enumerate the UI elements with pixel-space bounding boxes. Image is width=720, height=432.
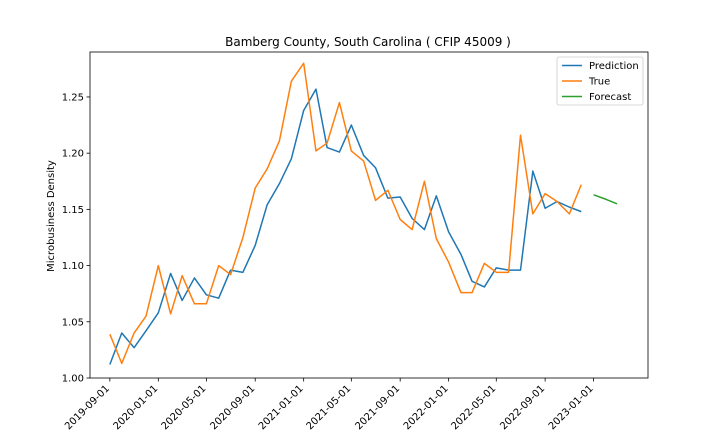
y-axis: 1.00 1.05 1.10 1.15 1.20 1.25	[62, 92, 90, 385]
series-true	[109, 62, 582, 365]
legend-label: Forecast	[589, 92, 631, 103]
legend-box	[556, 56, 644, 106]
plot-frame	[89, 51, 649, 379]
y-tick-label: 1.10	[62, 261, 84, 272]
series-forecast	[593, 194, 618, 205]
legend: Prediction True Forecast	[556, 56, 644, 106]
y-axis-label: Microbusiness Density	[46, 160, 57, 272]
series-line	[109, 62, 582, 365]
chart-title: Bamberg County, South Carolina ( CFIP 45…	[225, 35, 511, 49]
series-layer	[109, 62, 618, 365]
y-tick-label: 1.20	[62, 149, 84, 160]
y-tick-label: 1.15	[62, 205, 84, 216]
legend-label: True	[588, 77, 610, 88]
plot-area	[89, 51, 649, 379]
legend-label: Prediction	[589, 61, 639, 72]
y-tick-label: 1.05	[62, 317, 84, 328]
y-tick-label: 1.00	[62, 374, 84, 385]
y-tick-label: 1.25	[62, 92, 84, 103]
